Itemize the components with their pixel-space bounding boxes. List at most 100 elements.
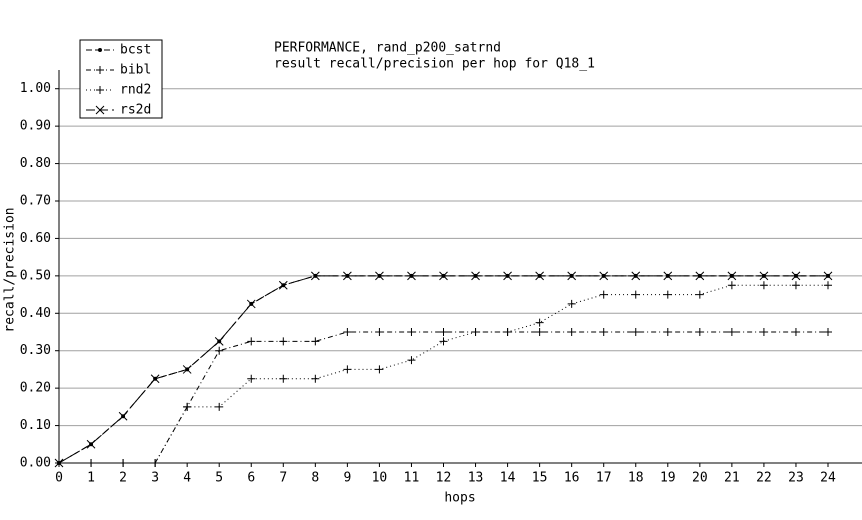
data-point [599, 271, 609, 281]
data-point [567, 299, 576, 308]
x-tick-label: 10 [372, 471, 388, 486]
data-point [118, 411, 128, 421]
data-point [727, 281, 736, 290]
data-point [343, 365, 352, 374]
data-point [759, 281, 768, 290]
data-point [471, 271, 480, 281]
data-point [791, 281, 800, 290]
x-tick-label: 7 [279, 471, 287, 486]
data-point [439, 328, 448, 336]
data-point [535, 271, 544, 281]
y-tick-label: 0.50 [20, 268, 51, 283]
x-axis-label: hops [444, 491, 475, 506]
data-point [631, 328, 640, 336]
y-tick-label: 0.60 [20, 231, 51, 246]
data-point [215, 402, 224, 411]
data-point [150, 374, 160, 384]
data-point [663, 290, 672, 299]
data-point [695, 328, 704, 336]
x-tick-label: 11 [404, 471, 420, 486]
x-tick-label: 15 [532, 471, 548, 486]
data-point [439, 271, 448, 281]
data-point [535, 328, 544, 336]
x-tick-label: 16 [564, 471, 580, 486]
data-point [567, 328, 576, 336]
data-point [310, 271, 320, 281]
y-tick-label: 0.00 [20, 456, 51, 471]
data-point [311, 374, 320, 383]
y-tick-label: 0.70 [20, 194, 51, 209]
data-point [86, 439, 96, 449]
y-axis-label: recall/precision [3, 207, 18, 332]
x-tick-label: 22 [756, 471, 772, 486]
data-point [375, 365, 384, 374]
data-point [151, 459, 160, 467]
y-tick-label: 0.20 [20, 381, 51, 396]
data-point [407, 271, 416, 281]
data-point [183, 402, 192, 411]
data-point [246, 299, 256, 309]
x-tick-label: 12 [436, 471, 452, 486]
legend-label: bcst [120, 43, 151, 58]
data-point [311, 337, 320, 346]
x-tick-label: 18 [628, 471, 644, 486]
x-tick-label: 21 [724, 471, 740, 486]
x-tick-label: 17 [596, 471, 612, 486]
data-point [87, 459, 96, 467]
data-point [375, 328, 384, 336]
x-tick-label: 0 [55, 471, 63, 486]
data-point [727, 328, 736, 336]
legend-marker [95, 105, 105, 115]
x-tick-label: 23 [788, 471, 804, 486]
chart-subtitle: result recall/precision per hop for Q18_… [274, 57, 595, 72]
data-point [824, 281, 832, 290]
data-point [759, 271, 769, 281]
y-tick-label: 0.10 [20, 418, 51, 433]
x-tick-label: 6 [247, 471, 255, 486]
x-tick-label: 13 [468, 471, 484, 486]
data-point [278, 280, 288, 290]
data-point [407, 356, 416, 365]
y-tick-label: 1.00 [20, 81, 51, 96]
data-point [631, 271, 641, 281]
x-tick-label: 9 [343, 471, 351, 486]
data-point [343, 328, 352, 336]
legend-box [79, 39, 163, 119]
chart-title: PERFORMANCE, rand_p200_satrnd [274, 41, 501, 56]
x-tick-label: 14 [500, 471, 516, 486]
legend-label: bibl [120, 63, 151, 78]
data-point [727, 271, 737, 281]
x-tick-label: 4 [183, 471, 191, 486]
data-point [695, 271, 705, 281]
data-point [247, 374, 256, 383]
x-tick-label: 2 [119, 471, 127, 486]
data-point [663, 328, 672, 336]
x-tick-label: 5 [215, 471, 223, 486]
data-point [599, 290, 608, 299]
data-point [823, 271, 833, 281]
x-tick-label: 20 [692, 471, 708, 486]
data-point [471, 328, 480, 336]
data-point [279, 374, 288, 383]
data-point [54, 458, 64, 468]
data-point [215, 346, 224, 355]
legend-label: rs2d [120, 103, 151, 118]
data-point [503, 271, 512, 281]
data-point [567, 271, 577, 281]
x-tick-label: 3 [151, 471, 159, 486]
y-tick-label: 0.40 [20, 306, 51, 321]
data-point [247, 337, 256, 346]
data-point [759, 328, 768, 336]
data-point [503, 328, 512, 336]
y-tick-label: 0.30 [20, 343, 51, 358]
data-point [695, 290, 704, 299]
data-point [599, 328, 608, 336]
y-tick-label: 0.80 [20, 156, 51, 171]
x-tick-label: 8 [311, 471, 319, 486]
data-point [182, 365, 192, 374]
legend-marker [98, 48, 102, 52]
legend-marker [96, 86, 104, 94]
data-point [439, 337, 448, 346]
data-point [631, 290, 640, 299]
